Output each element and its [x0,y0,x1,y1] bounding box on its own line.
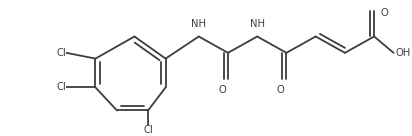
Text: OH: OH [396,48,411,58]
Text: NH: NH [191,19,206,29]
Text: Cl: Cl [56,82,66,92]
Text: Cl: Cl [56,48,66,58]
Text: O: O [381,8,389,18]
Text: O: O [277,86,284,95]
Text: Cl: Cl [143,125,153,135]
Text: NH: NH [250,19,265,29]
Text: O: O [218,86,226,95]
